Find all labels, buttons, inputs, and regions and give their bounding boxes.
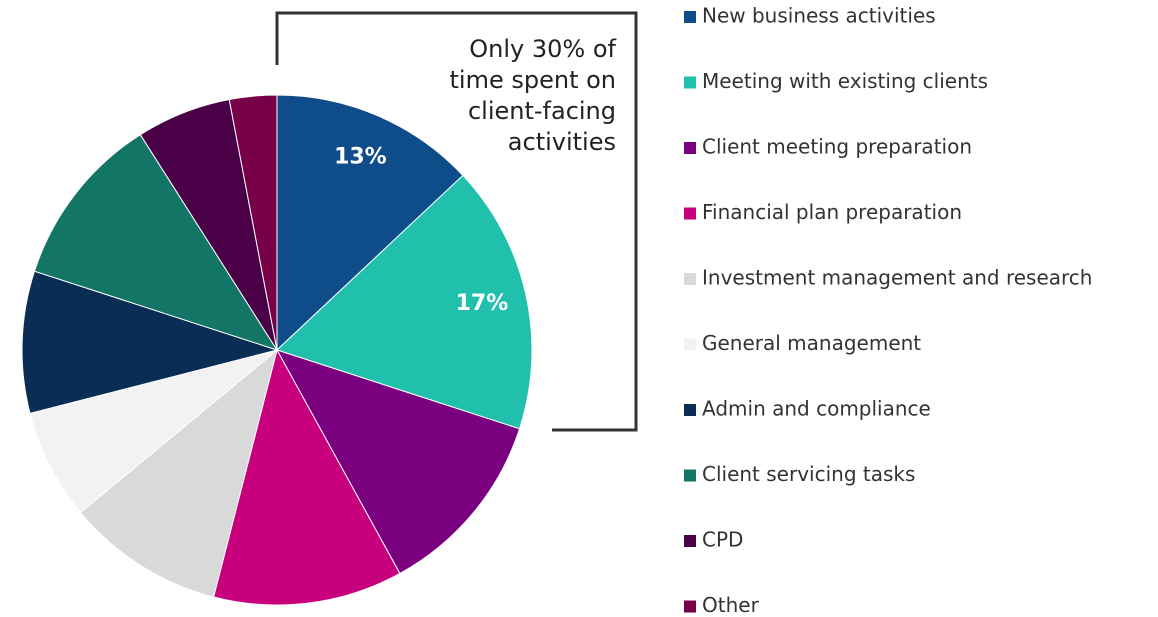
pie-slice <box>33 134 279 351</box>
data-label: 13% <box>334 144 387 169</box>
pie-slice <box>21 270 279 415</box>
annotation-line: time spent on <box>450 66 617 94</box>
legend-label: Other <box>702 593 760 617</box>
legend-label: Client meeting preparation <box>702 135 972 159</box>
legend: New business activities Meeting with exis… <box>684 4 1092 617</box>
legend-swatch <box>684 338 696 351</box>
legend-label: New business activities <box>702 4 936 28</box>
legend-swatch <box>684 469 696 482</box>
legend-swatch <box>684 76 696 89</box>
pie-slice <box>212 348 401 606</box>
legend-swatch <box>684 535 696 547</box>
legend-label: Meeting with existing clients <box>702 69 988 93</box>
legend-label: CPD <box>702 528 743 552</box>
legend-swatch <box>684 273 696 285</box>
pie <box>21 94 533 606</box>
legend-label: General management <box>702 331 921 355</box>
legend-swatch <box>684 600 696 613</box>
legend-label: Investment management and research <box>702 266 1092 290</box>
legend-swatch <box>684 404 696 416</box>
annotation-line: activities <box>508 128 616 156</box>
annotation-line: client-facing <box>468 97 616 125</box>
pie-slice <box>276 174 533 430</box>
data-labels: 13% 17% <box>334 144 508 316</box>
bracket <box>275 11 638 432</box>
pie-slice <box>276 94 464 352</box>
legend-swatch <box>684 207 696 220</box>
annotation: Only 30% of time spent on client-facing act… <box>450 35 617 156</box>
legend-label: Financial plan preparation <box>702 200 962 224</box>
pie-slice <box>275 349 521 575</box>
pie-slice <box>79 348 278 598</box>
legend-swatch <box>684 142 696 154</box>
data-label: 17% <box>456 291 509 316</box>
legend-label: Admin and compliance <box>702 397 931 421</box>
legend-swatch <box>684 11 696 23</box>
pie-slice <box>228 94 278 351</box>
annotation-line: Only 30% of <box>469 35 616 63</box>
pie-slice <box>29 349 278 514</box>
legend-label: Client servicing tasks <box>702 462 915 486</box>
